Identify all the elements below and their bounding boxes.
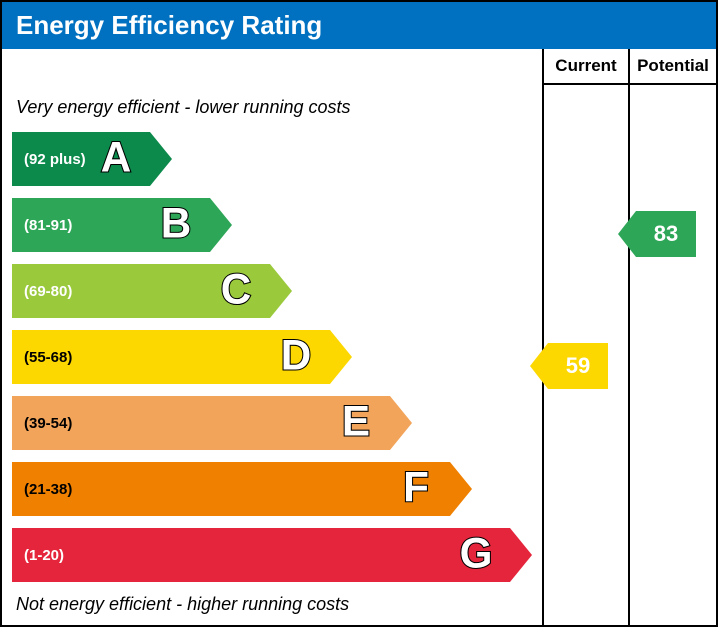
band-bar-a: (92 plus) A <box>12 132 172 186</box>
band-letter-g: G <box>452 531 500 579</box>
band-row-b: (81-91) B <box>12 194 532 256</box>
band-letter-b: B <box>152 201 200 249</box>
current-body: 59 <box>544 85 628 625</box>
band-range-a: (92 plus) <box>24 151 86 168</box>
current-header: Current <box>544 49 628 85</box>
current-column: Current 59 <box>544 49 630 625</box>
svg-text:F: F <box>403 465 429 510</box>
band-bar-e: (39-54) E <box>12 396 412 450</box>
potential-pointer-value: 83 <box>636 211 696 257</box>
band-letter-e: E <box>332 399 380 447</box>
band-letter-f: F <box>392 465 440 513</box>
svg-text:E: E <box>342 399 370 444</box>
svg-text:B: B <box>161 201 192 246</box>
band-bar-c: (69-80) C <box>12 264 292 318</box>
band-row-a: (92 plus) A <box>12 128 532 190</box>
band-bar-b: (81-91) B <box>12 198 232 252</box>
band-range-f: (21-38) <box>24 481 72 498</box>
band-letter-a: A <box>92 135 140 183</box>
potential-body: 83 <box>630 85 716 625</box>
svg-text:A: A <box>101 135 132 180</box>
bands-header-spacer <box>12 57 532 93</box>
band-row-e: (39-54) E <box>12 392 532 454</box>
svg-text:G: G <box>460 531 493 576</box>
potential-column: Potential 83 <box>630 49 716 625</box>
epc-chart: Energy Efficiency Rating Very energy eff… <box>0 0 718 627</box>
band-letter-d: D <box>272 333 320 381</box>
band-row-g: (1-20) G <box>12 524 532 586</box>
band-bar-f: (21-38) F <box>12 462 472 516</box>
current-pointer: 59 <box>548 343 624 389</box>
band-letter-c: C <box>212 267 260 315</box>
band-range-c: (69-80) <box>24 283 72 300</box>
band-range-d: (55-68) <box>24 349 72 366</box>
band-range-b: (81-91) <box>24 217 72 234</box>
band-row-f: (21-38) F <box>12 458 532 520</box>
bands-list: (92 plus) A (81-91) B (69-80) C (55-68) … <box>12 128 532 586</box>
band-range-g: (1-20) <box>24 547 64 564</box>
svg-text:C: C <box>221 267 252 312</box>
subtitle-bottom: Not energy efficient - higher running co… <box>16 594 532 615</box>
band-bar-d: (55-68) D <box>12 330 352 384</box>
current-pointer-value: 59 <box>548 343 608 389</box>
chart-grid: Very energy efficient - lower running co… <box>2 49 716 625</box>
bands-column: Very energy efficient - lower running co… <box>2 49 544 625</box>
svg-text:D: D <box>281 333 312 378</box>
subtitle-top: Very energy efficient - lower running co… <box>16 97 532 118</box>
potential-header: Potential <box>630 49 716 85</box>
band-range-e: (39-54) <box>24 415 72 432</box>
band-row-d: (55-68) D <box>12 326 532 388</box>
chart-title: Energy Efficiency Rating <box>2 2 716 49</box>
band-bar-g: (1-20) G <box>12 528 532 582</box>
band-row-c: (69-80) C <box>12 260 532 322</box>
potential-pointer: 83 <box>636 211 712 257</box>
